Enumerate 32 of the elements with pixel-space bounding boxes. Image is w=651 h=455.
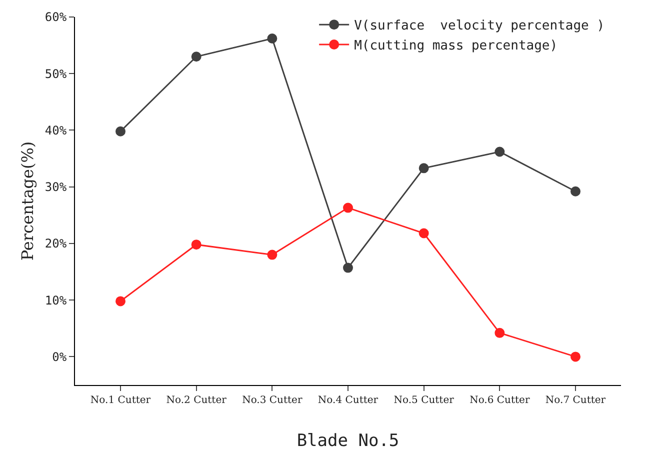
legend-label: M(cutting mass percentage)	[354, 38, 558, 54]
point	[267, 250, 278, 260]
x-tick-label: No.5 Cutter	[394, 395, 454, 406]
point	[570, 352, 580, 362]
point	[418, 163, 429, 174]
y-tick-label: 10%	[44, 293, 68, 308]
point	[343, 202, 353, 213]
point	[267, 34, 278, 44]
legend-label: V(surface velocity percentage )	[354, 18, 605, 34]
y-tick-label: 50%	[44, 66, 68, 81]
y-tick-label: 40%	[44, 123, 68, 138]
x-tick-label: No.3 Cutter	[242, 395, 302, 406]
point	[116, 126, 126, 136]
y-tick-label: 20%	[44, 236, 68, 251]
x-tick-label: No.7 Cutter	[545, 395, 606, 406]
point	[116, 296, 126, 306]
point	[494, 146, 505, 157]
x-tick-label: No.1 Cutter	[90, 395, 151, 406]
y-tick-label: 0%	[52, 350, 68, 364]
y-tick-label: 30%	[44, 180, 68, 194]
x-tick-label: No.2 Cutter	[166, 395, 227, 406]
x-tick-label: No.4 Cutter	[318, 395, 378, 406]
point	[191, 240, 202, 250]
x-axis-title: Blade No.5	[296, 431, 400, 451]
x-tick-label: No.6 Cutter	[470, 395, 530, 406]
point	[494, 328, 505, 338]
y-axis-title: Percentage(%)	[18, 141, 37, 261]
point	[418, 228, 429, 238]
point	[570, 186, 580, 196]
y-tick-label: 60%	[44, 10, 68, 24]
point	[343, 262, 353, 273]
point	[191, 52, 202, 62]
